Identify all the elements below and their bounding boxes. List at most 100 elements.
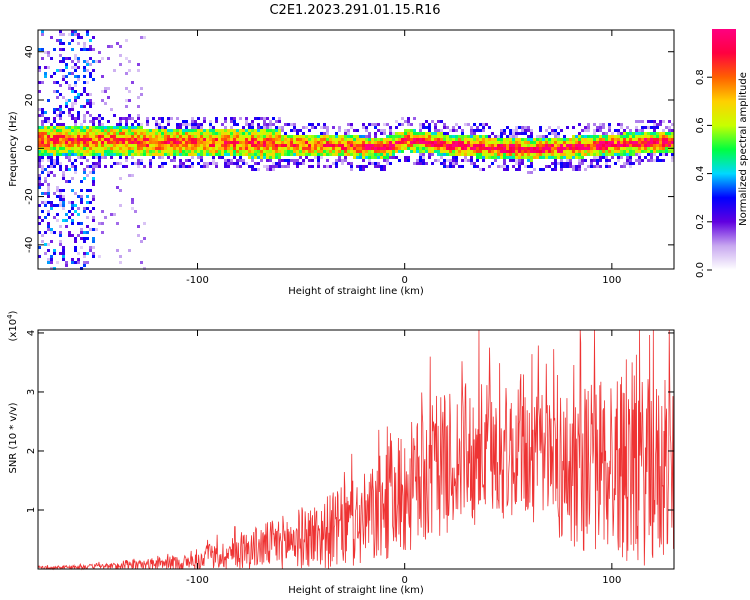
spectrogram-cell: [584, 126, 587, 129]
spectrogram-cell: [572, 153, 575, 156]
spectrogram-cell: [443, 153, 446, 156]
spectrogram-cell: [317, 123, 320, 126]
spectrogram-xtick-label: 0: [401, 275, 407, 286]
spectrogram-cell: [83, 90, 86, 93]
spectrogram-cell: [128, 69, 131, 72]
spectrogram-cell: [611, 147, 614, 150]
spectrogram-cell: [593, 141, 596, 144]
spectrogram-cell: [230, 129, 233, 132]
spectrogram-cell: [122, 126, 125, 129]
spectrogram-cell: [101, 210, 104, 213]
spectrogram-cell: [380, 150, 383, 153]
spectrogram-cell: [50, 201, 53, 204]
spectrogram-cell: [617, 159, 620, 162]
spectrogram-cell: [407, 156, 410, 159]
spectrogram-cell: [350, 162, 353, 165]
spectrogram-cell: [578, 156, 581, 159]
spectrogram-cell: [47, 147, 50, 150]
spectrogram-cell: [551, 147, 554, 150]
spectrogram-cell: [428, 144, 431, 147]
spectrogram-cell: [56, 90, 59, 93]
spectrogram-cell: [41, 48, 44, 51]
spectrogram-cell: [365, 135, 368, 138]
spectrogram-cell: [233, 147, 236, 150]
spectrogram-cell: [77, 150, 80, 153]
spectrogram-cell: [362, 153, 365, 156]
spectrogram-cell: [521, 132, 524, 135]
spectrogram-cell: [53, 249, 56, 252]
spectrogram-cell: [71, 102, 74, 105]
spectrogram-cell: [182, 129, 185, 132]
spectrogram-cell: [41, 33, 44, 36]
spectrogram-cell: [584, 141, 587, 144]
spectrogram-cell: [92, 195, 95, 198]
spectrogram-cell: [602, 132, 605, 135]
spectrogram-cell: [182, 165, 185, 168]
spectrogram-cell: [587, 126, 590, 129]
spectrogram-cell: [86, 144, 89, 147]
spectrogram-cell: [602, 144, 605, 147]
spectrogram-cell: [218, 141, 221, 144]
spectrogram-cell: [203, 129, 206, 132]
spectrogram-cell: [545, 165, 548, 168]
spectrogram-cell: [98, 255, 101, 258]
spectrogram-cell: [323, 141, 326, 144]
spectrogram-cell: [635, 141, 638, 144]
spectrogram-cell: [413, 129, 416, 132]
spectrogram-cell: [572, 147, 575, 150]
spectrogram-cell: [125, 135, 128, 138]
spectrogram-cell: [251, 168, 254, 171]
spectrogram-cell: [470, 126, 473, 129]
spectrogram-cell: [377, 141, 380, 144]
spectrogram-cell: [89, 171, 92, 174]
snr-multiplier: (x104): [6, 310, 19, 341]
spectrogram-cell: [239, 129, 242, 132]
spectrogram-cell: [350, 153, 353, 156]
spectrogram-cell: [68, 114, 71, 117]
spectrogram-cell: [53, 231, 56, 234]
spectrogram-cell: [209, 147, 212, 150]
spectrogram-cell: [191, 135, 194, 138]
spectrogram-cell: [101, 129, 104, 132]
spectrogram-cell: [311, 144, 314, 147]
spectrogram-cell: [236, 129, 239, 132]
spectrogram-cell: [419, 156, 422, 159]
spectrogram-cell: [296, 141, 299, 144]
spectrogram-cell: [314, 135, 317, 138]
spectrogram-cell: [650, 120, 653, 123]
spectrogram-cell: [638, 147, 641, 150]
spectrogram-cell: [197, 144, 200, 147]
spectrogram-cell: [47, 99, 50, 102]
spectrogram-cell: [293, 150, 296, 153]
spectrogram-cell: [71, 165, 74, 168]
spectrogram-cell: [89, 153, 92, 156]
spectrogram-cell: [59, 204, 62, 207]
spectrogram-cell: [563, 135, 566, 138]
spectrogram-cell: [212, 144, 215, 147]
spectrogram-cell: [68, 231, 71, 234]
spectrogram-cell: [44, 111, 47, 114]
spectrogram-cell: [116, 135, 119, 138]
spectrogram-cell: [431, 135, 434, 138]
spectrogram-cell: [596, 144, 599, 147]
spectrogram-cell: [128, 150, 131, 153]
spectrogram-cell: [482, 138, 485, 141]
spectrogram-cell: [659, 123, 662, 126]
spectrogram-cell: [503, 153, 506, 156]
spectrogram-cell: [104, 90, 107, 93]
spectrogram-cell: [158, 117, 161, 120]
spectrogram-cell: [506, 168, 509, 171]
spectrogram-cell: [599, 156, 602, 159]
spectrogram-cell: [425, 150, 428, 153]
spectrogram-cell: [560, 138, 563, 141]
spectrogram-cell: [377, 138, 380, 141]
spectrogram-cell: [77, 252, 80, 255]
spectrogram-cell: [47, 51, 50, 54]
spectrogram-cell: [80, 237, 83, 240]
spectrogram-cell: [59, 144, 62, 147]
spectrogram-cell: [311, 123, 314, 126]
spectrogram-cell: [389, 147, 392, 150]
spectrogram-cell: [641, 129, 644, 132]
spectrogram-cell: [332, 150, 335, 153]
spectrogram-cell: [275, 135, 278, 138]
